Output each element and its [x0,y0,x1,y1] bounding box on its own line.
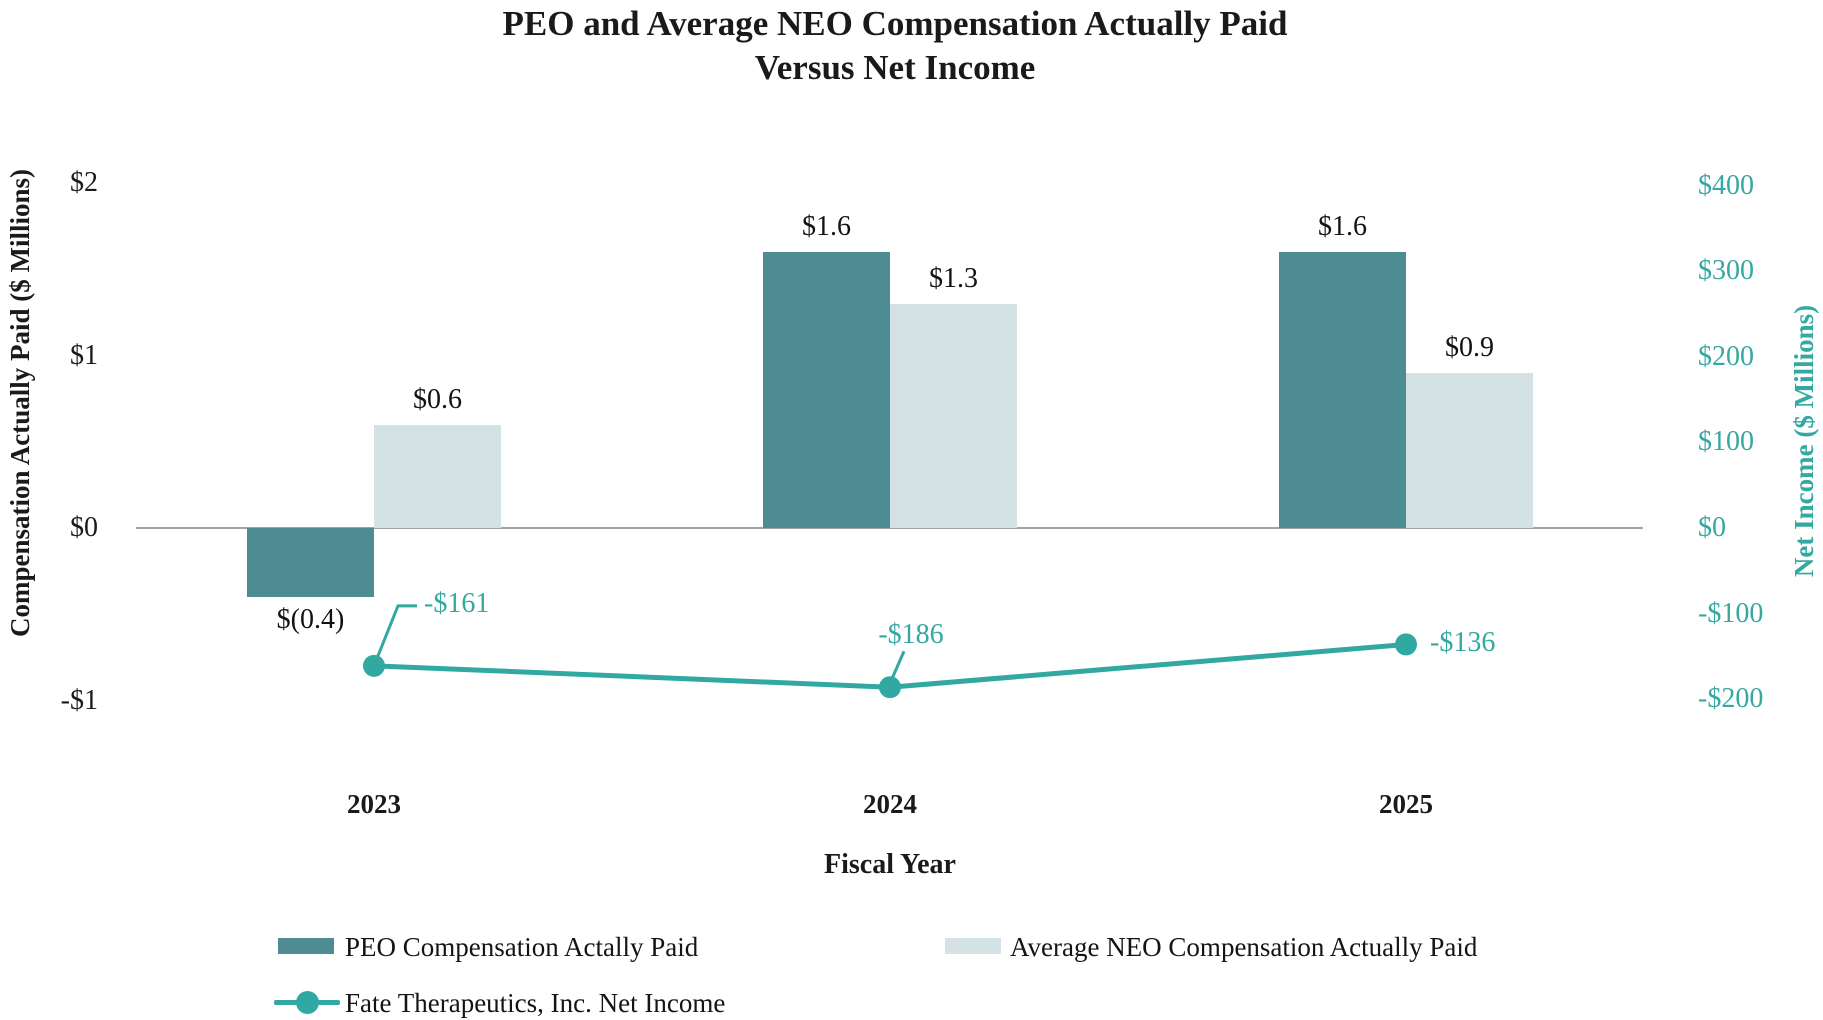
net-income-label-2023: -$161 [424,588,490,619]
callout-2023 [372,604,417,667]
peo-bar-2024-label: $1.6 [802,211,851,242]
x-axis-title: Fiscal Year [824,849,956,880]
right-axis-tick: $300 [1698,255,1754,287]
zero-baseline [136,527,1643,529]
neo-bar-2024 [890,303,1017,528]
legend-marker-dot [296,991,319,1014]
right-axis-tick: -$200 [1698,683,1764,715]
right-axis-tick: $200 [1698,340,1754,372]
chart-title-line2: Versus Net Income [754,48,1036,87]
net-income-marker-2023 [363,654,385,677]
legend-label-peo: PEO Compensation Actally Paid [345,932,699,962]
right-axis-tick: $0 [1698,512,1726,543]
peo-bar-2025 [1279,252,1406,528]
right-axis-tick: $400 [1698,169,1754,201]
net-income-marker-2024 [879,676,901,699]
net-income-label-2025: -$136 [1430,627,1496,658]
x-tick-2025: 2025 [1379,789,1433,819]
x-tick-2023: 2023 [347,789,401,819]
net-income-marker-2025 [1395,633,1417,656]
neo-bar-2023-label: $0.6 [413,383,462,415]
left-axis-tick: $2 [70,167,98,198]
x-tick-2024: 2024 [863,789,917,819]
right-axis-tick: -$100 [1698,597,1764,629]
legend-label-net-income: Fate Therapeutics, Inc. Net Income [345,988,726,1018]
peo-bar-2023-label: $(0.4) [276,604,345,635]
left-axis-tick: -$1 [60,684,98,716]
peo-bar-2024 [763,252,890,528]
left-axis-tick: $0 [70,512,98,543]
neo-bar-2025 [1406,372,1533,528]
peo-bar-2025-label: $1.6 [1318,211,1367,242]
legend-swatch-peo [278,938,334,954]
neo-bar-2024-label: $1.3 [929,262,978,294]
right-axis-tick: $100 [1698,426,1754,458]
legend-label-neo: Average NEO Compensation Actually Paid [1010,932,1478,962]
legend-swatch-neo [945,938,1001,954]
neo-bar-2025-label: $0.9 [1445,331,1494,363]
peo-bar-2023 [247,528,374,597]
chart-title-line1: PEO and Average NEO Compensation Actuall… [502,4,1288,43]
left-axis-tick: $1 [70,339,98,371]
net-income-label-2024: -$186 [878,619,944,650]
neo-bar-2023 [374,424,501,528]
